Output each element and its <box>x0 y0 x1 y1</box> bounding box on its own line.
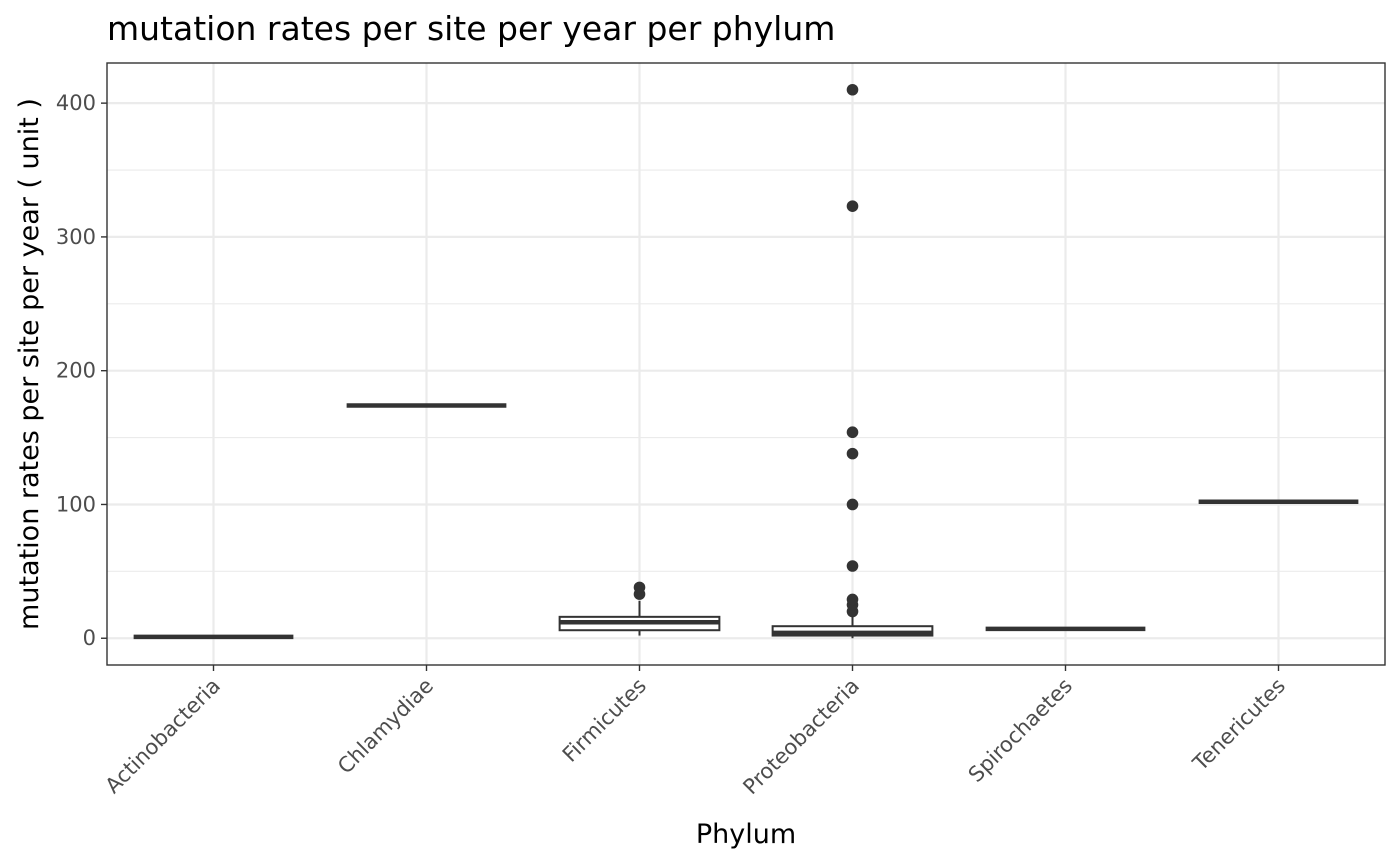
plot-marks <box>133 83 1359 640</box>
panel-border <box>106 62 1386 666</box>
x-tick-label: Proteobacteria <box>738 674 864 800</box>
x-axis-title: Phylum <box>696 819 796 850</box>
box-firmicutes <box>558 581 721 636</box>
outlier-point <box>846 426 859 439</box>
y-tick-label: 0 <box>83 626 96 650</box>
outlier-point <box>846 593 859 606</box>
x-tick-label: Spirochaetes <box>964 674 1077 787</box>
x-tick-label: Actinobacteria <box>101 674 225 798</box>
outlier-point <box>846 447 859 460</box>
box-proteobacteria <box>771 83 934 639</box>
y-axis-title: mutation rates per site per year ( unit … <box>14 98 45 630</box>
outlier-point <box>846 200 859 212</box>
grid-lines <box>107 63 1385 665</box>
x-tick-label: Firmicutes <box>558 674 651 767</box>
y-tick-label: 400 <box>56 91 96 115</box>
outlier-point <box>633 581 646 594</box>
outlier-point <box>846 498 859 511</box>
y-tick-label: 200 <box>56 359 96 383</box>
y-tick-label: 300 <box>56 225 96 249</box>
x-tick-label: Tenericutes <box>1188 674 1290 776</box>
outlier-point <box>846 560 859 572</box>
outlier-point <box>846 83 859 96</box>
axes: 0 100 200 300 400 Actinobacteria Chlamydiae Fir… <box>56 91 1290 799</box>
y-tick-label: 100 <box>56 492 96 516</box>
chart-title: mutation rates per site per year per phy… <box>107 9 835 48</box>
x-tick-label: Chlamydiae <box>333 674 438 779</box>
